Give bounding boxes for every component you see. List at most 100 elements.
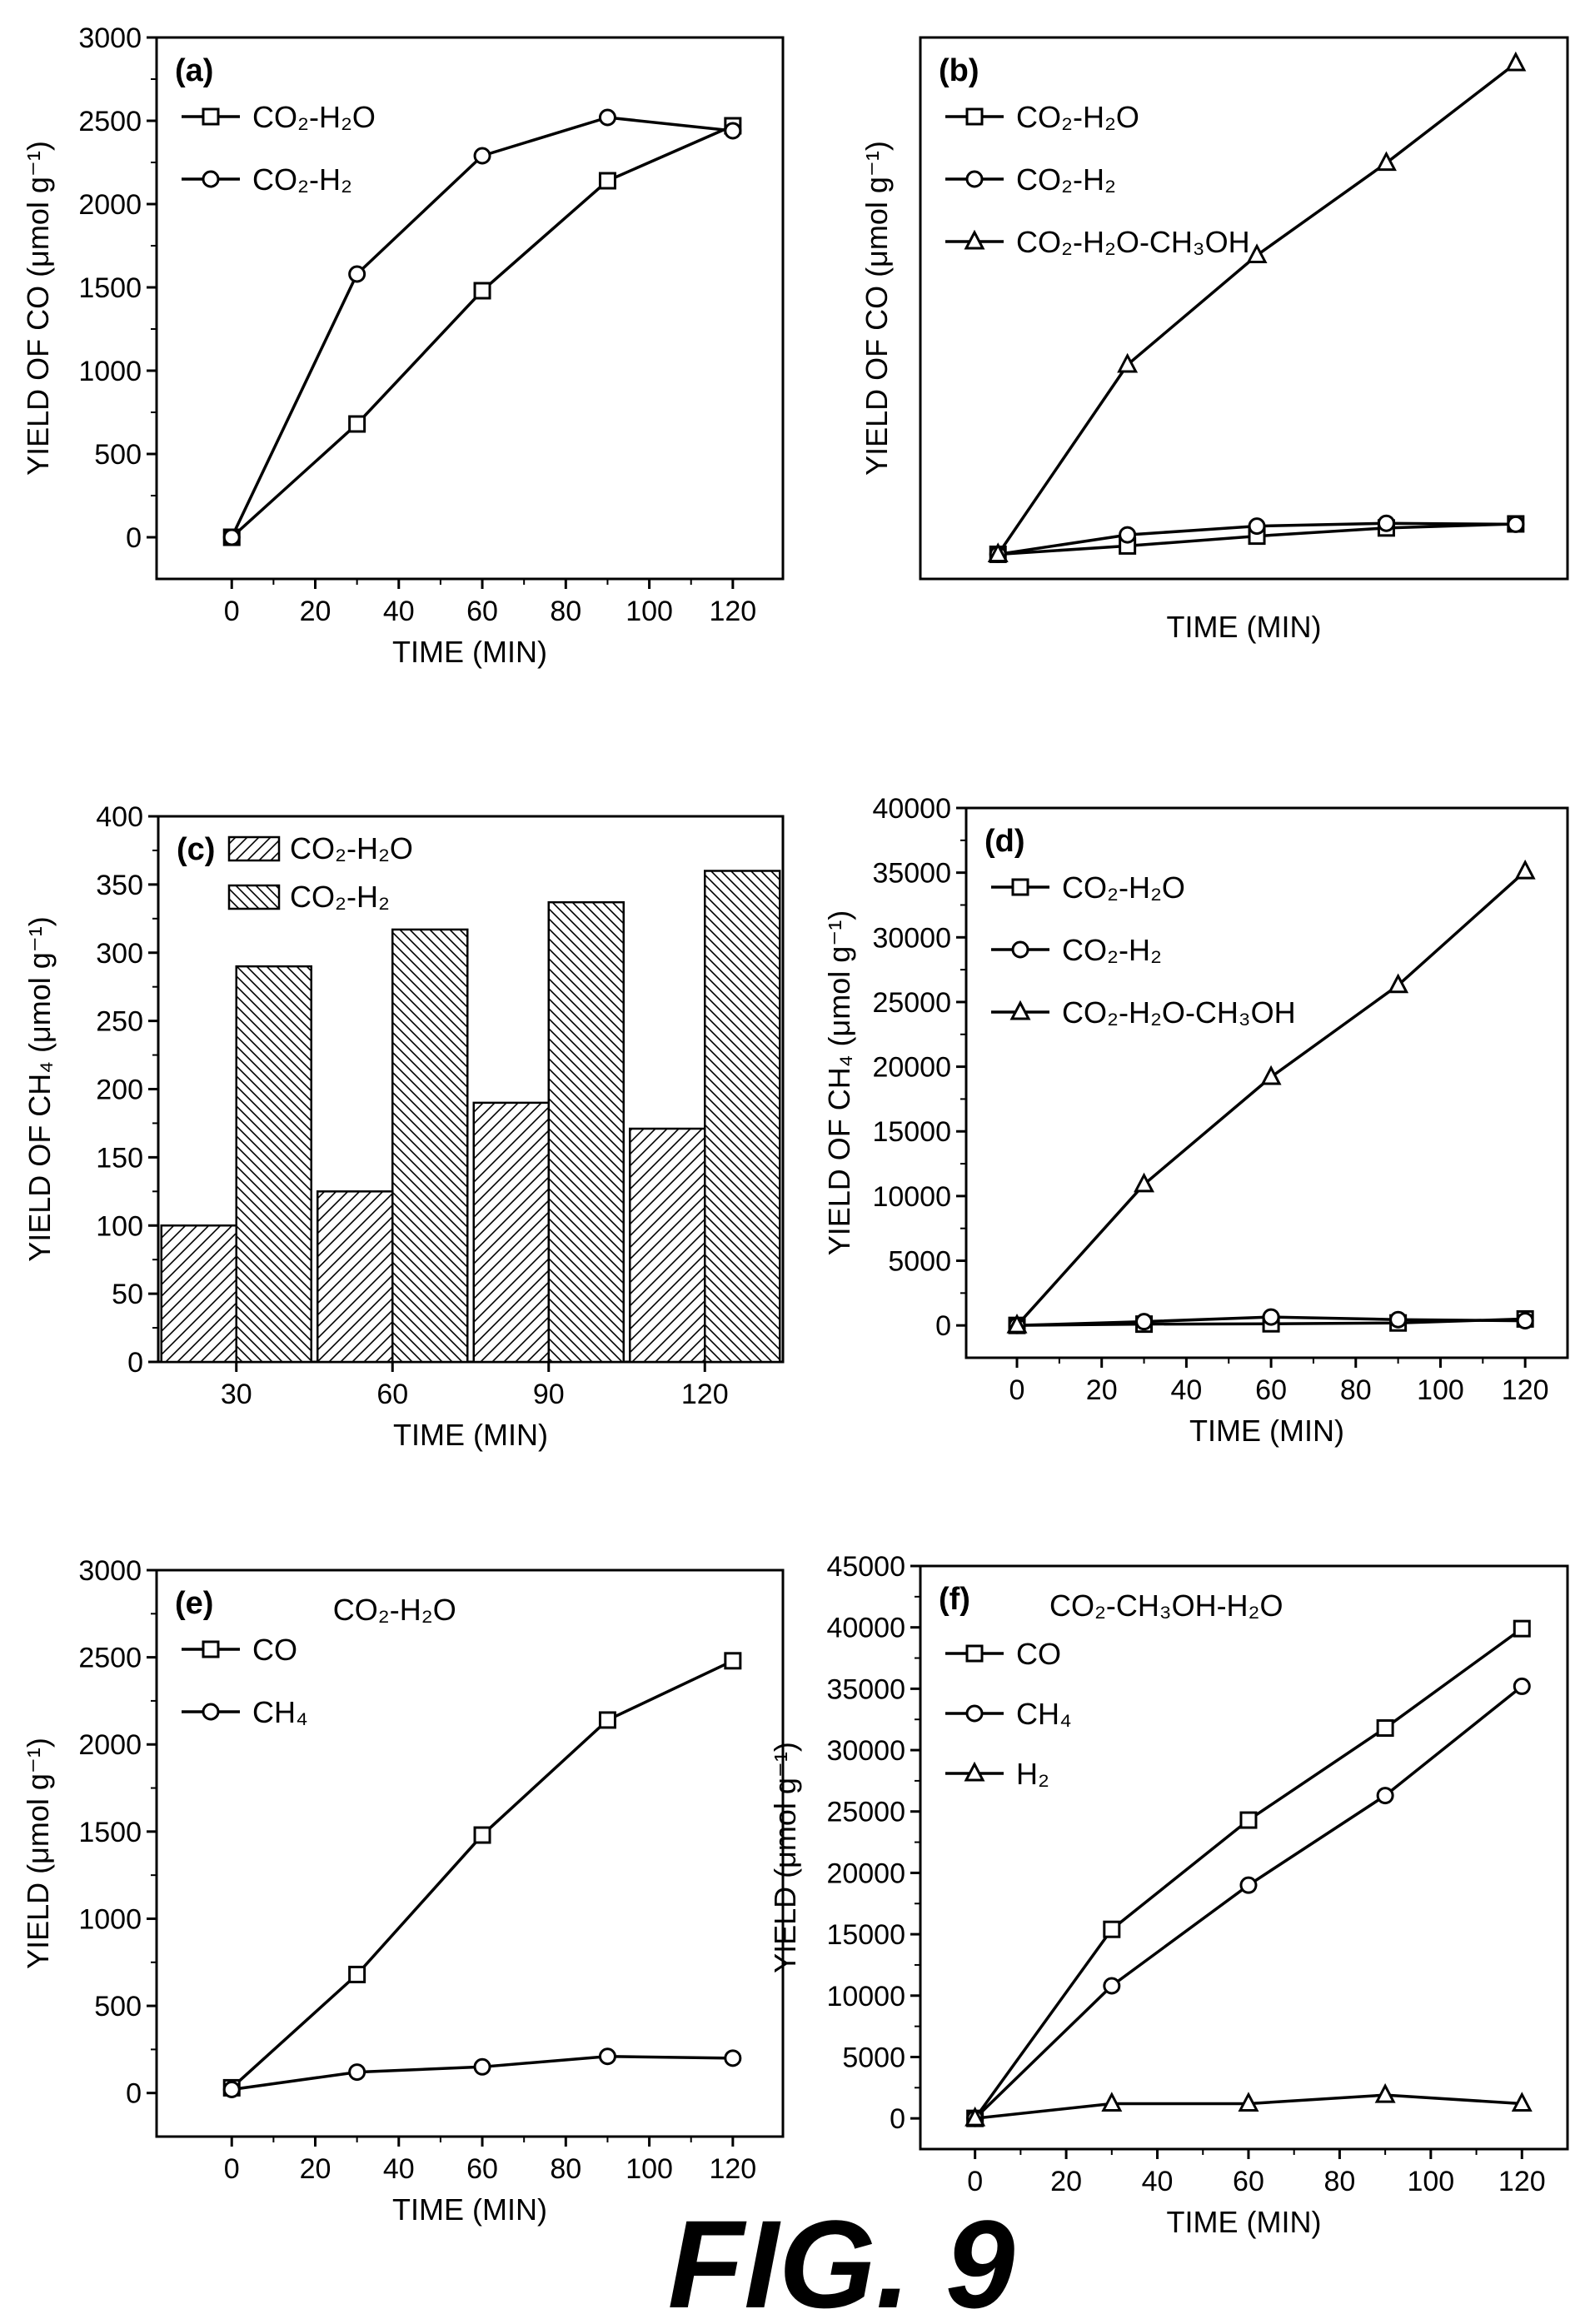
data-point-triangle bbox=[1375, 151, 1397, 172]
data-point-circle bbox=[1248, 517, 1266, 536]
data-point-circle bbox=[598, 108, 616, 127]
plot-frame bbox=[964, 806, 1569, 1359]
data-point-triangle bbox=[987, 542, 1009, 562]
legend-label: CO₂-H₂ bbox=[290, 880, 390, 914]
legend-marker-square bbox=[965, 1644, 984, 1663]
y-tick-label: 40000 bbox=[826, 1613, 905, 1644]
x-tick-label: 80 bbox=[550, 596, 581, 627]
series-line bbox=[974, 1685, 1523, 2120]
y-tick-label: 1500 bbox=[78, 1817, 142, 1848]
x-tick-label: 120 bbox=[681, 1379, 729, 1410]
plot-frame bbox=[919, 1564, 1569, 2151]
x-tick-label: 60 bbox=[1233, 2166, 1264, 2197]
chart-panel-6: 0 20 40 60 80 100 120 0 5000 10000 15000 20000 25000… bbox=[768, 1551, 1569, 2239]
x-tick-label: 20 bbox=[300, 2153, 331, 2185]
y-tick-label: 10000 bbox=[826, 1981, 905, 2012]
data-point-triangle bbox=[1006, 1313, 1028, 1334]
panel-title: CO₂-CH₃OH-H₂O bbox=[1049, 1588, 1283, 1623]
data-point-triangle bbox=[1101, 2092, 1123, 2112]
data-point-square bbox=[598, 1711, 616, 1729]
x-tick-label: 40 bbox=[383, 2153, 415, 2185]
y-tick-label: 1000 bbox=[78, 1903, 142, 1935]
x-tick-label: 60 bbox=[466, 2153, 498, 2185]
data-point-square bbox=[473, 282, 491, 300]
chart-panel-4: 0 20 40 60 80 100 120 0 5000 10000 15000 20000 25000… bbox=[822, 793, 1569, 1448]
x-axis-label: TIME (MIN) bbox=[1167, 610, 1322, 644]
y-tick-label: 3000 bbox=[78, 22, 142, 54]
data-point-circle bbox=[1377, 514, 1395, 532]
y-tick-label: 35000 bbox=[872, 858, 951, 890]
plot-frame bbox=[155, 1568, 785, 2138]
legend-label: CO₂-H₂O bbox=[290, 831, 413, 865]
data-point-square bbox=[348, 1965, 366, 1983]
chart-panel-2: CO₂-H₂O CO₂-H₂ CO₂-H₂O-CH₃OH (b) TIME (MIN) Y… bbox=[860, 36, 1569, 644]
legend-label: CO₂-H₂O bbox=[1016, 100, 1139, 134]
data-point-triangle bbox=[964, 2106, 986, 2127]
data-point-triangle bbox=[1246, 243, 1268, 263]
x-tick-label: 40 bbox=[1170, 1374, 1202, 1406]
y-axis-label: YIELD (μmol g⁻¹) bbox=[21, 1738, 55, 1969]
x-axis-label: TIME (MIN) bbox=[393, 1418, 548, 1452]
x-tick-label: 80 bbox=[1323, 2166, 1355, 2197]
bar-co2-h2o bbox=[472, 1101, 550, 1364]
x-tick-label: 20 bbox=[1050, 2166, 1082, 2197]
legend-swatch bbox=[227, 835, 281, 862]
x-tick-label: 0 bbox=[224, 2153, 240, 2185]
y-tick-label: 2500 bbox=[78, 106, 142, 137]
data-point-square bbox=[724, 1652, 742, 1670]
chart-panel-3: 0 50 100 150 200 250 300 350 400 30 60 90 120 CO₂-H₂O… bbox=[22, 801, 785, 1452]
x-tick-label: 120 bbox=[1502, 1374, 1549, 1406]
x-tick-label: 0 bbox=[1009, 1374, 1025, 1406]
data-point-square bbox=[1376, 1719, 1394, 1738]
legend-label: CO₂-H₂O bbox=[1062, 870, 1185, 905]
data-point-triangle bbox=[1388, 973, 1409, 994]
x-tick-label: 80 bbox=[550, 2153, 581, 2185]
panel-label: (c) bbox=[177, 832, 215, 867]
data-point-triangle bbox=[1511, 2092, 1533, 2112]
data-point-square bbox=[1513, 1619, 1531, 1638]
y-tick-label: 15000 bbox=[872, 1116, 951, 1148]
panel-label: (d) bbox=[984, 824, 1025, 859]
x-tick-label: 60 bbox=[1255, 1374, 1287, 1406]
x-tick-label: 120 bbox=[709, 2153, 756, 2185]
legend-label: CO₂-H₂ bbox=[1016, 162, 1116, 197]
y-axis-label: YIELD OF CO (μmol g⁻¹) bbox=[21, 141, 55, 476]
figure-label: FIG. 9 bbox=[668, 2194, 1015, 2324]
y-tick-label: 25000 bbox=[826, 1797, 905, 1828]
x-tick-label: 20 bbox=[1086, 1374, 1118, 1406]
bar-co2-h2 bbox=[547, 900, 625, 1364]
legend-marker-circle bbox=[1011, 940, 1029, 959]
legend-marker-square bbox=[202, 107, 220, 126]
y-tick-label: 1000 bbox=[78, 356, 142, 387]
y-tick-label: 2000 bbox=[78, 1729, 142, 1761]
y-tick-label: 20000 bbox=[872, 1052, 951, 1084]
y-axis-label: YIELD (μmol g⁻¹) bbox=[768, 1742, 802, 1973]
data-point-circle bbox=[1239, 1876, 1258, 1894]
data-point-circle bbox=[1119, 526, 1137, 544]
x-axis-label: TIME (MIN) bbox=[1189, 1414, 1344, 1448]
legend-marker-triangle bbox=[964, 229, 985, 250]
x-tick-label: 100 bbox=[626, 596, 673, 627]
data-point-circle bbox=[1516, 1312, 1534, 1330]
data-point-triangle bbox=[1514, 859, 1536, 880]
bar-co2-h2o bbox=[317, 1190, 394, 1364]
data-point-circle bbox=[1262, 1308, 1280, 1326]
bar-co2-h2 bbox=[391, 928, 469, 1364]
y-tick-label: 150 bbox=[96, 1142, 143, 1174]
data-point-circle bbox=[1507, 515, 1525, 533]
data-point-circle bbox=[1513, 1677, 1531, 1695]
legend-marker-triangle bbox=[1009, 1000, 1031, 1020]
legend-label: CO₂-H₂O-CH₃OH bbox=[1016, 225, 1250, 259]
y-tick-label: 30000 bbox=[872, 922, 951, 954]
y-axis-label: YIELD OF CO (μmol g⁻¹) bbox=[860, 141, 894, 476]
data-point-circle bbox=[1103, 1977, 1121, 1995]
legend-swatch bbox=[227, 884, 281, 910]
data-point-circle bbox=[222, 528, 241, 546]
plot-frame bbox=[155, 36, 785, 581]
y-axis-label: YIELD OF CH₄ (μmol g⁻¹) bbox=[822, 910, 856, 1255]
chart-panel-1: 0 20 40 60 80 100 120 0 500 1000 1500 2000 2500 3000 C… bbox=[21, 22, 785, 669]
plot-frame bbox=[919, 36, 1569, 581]
y-tick-label: 0 bbox=[127, 1347, 143, 1379]
y-tick-label: 5000 bbox=[842, 2042, 905, 2073]
data-point-circle bbox=[1389, 1310, 1408, 1329]
